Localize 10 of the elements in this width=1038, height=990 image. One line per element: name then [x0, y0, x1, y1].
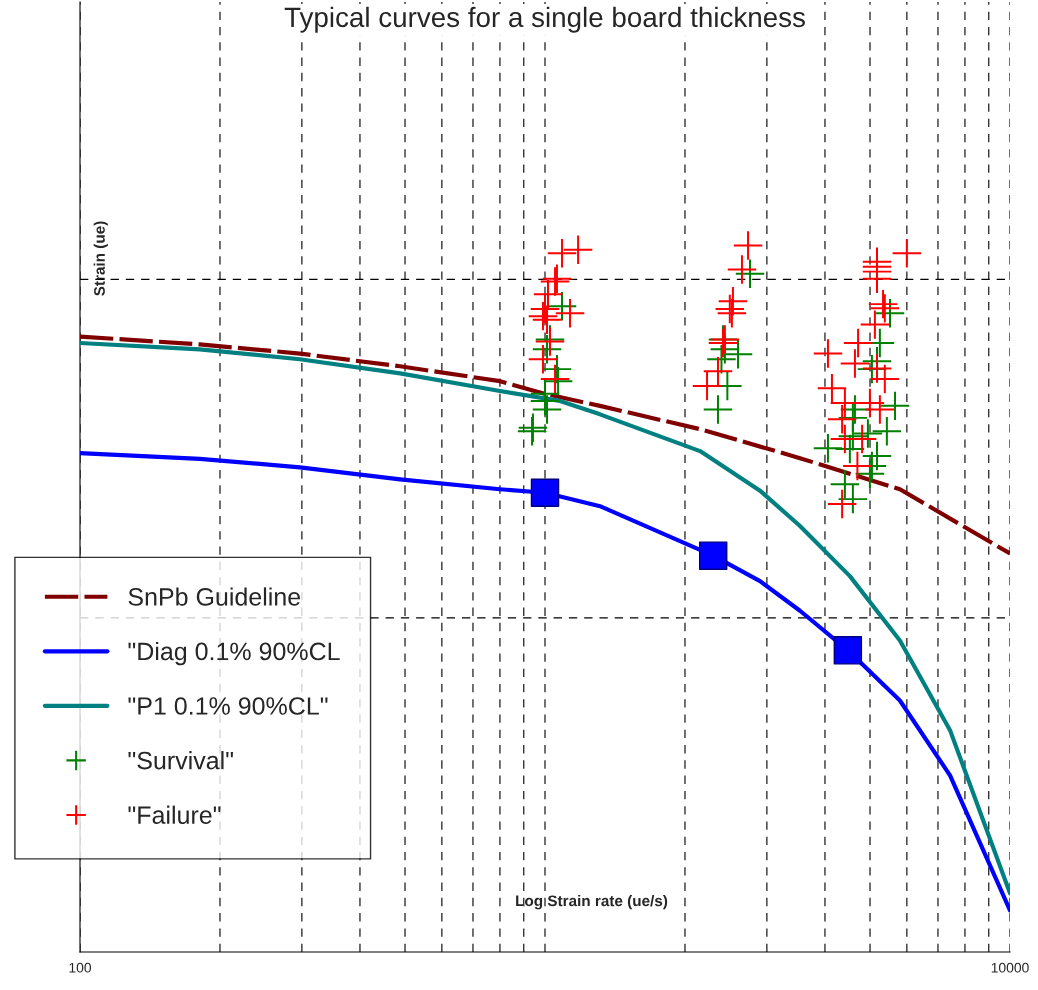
- chart-title: Typical curves for a single board thickness: [284, 6, 805, 33]
- legend-label: "P1 0.1% 90%CL": [128, 697, 328, 715]
- y-axis-title: Strain (ue): [93, 221, 108, 296]
- legend-label: "Survival": [128, 751, 233, 770]
- legend-label: "Diag 0.1% 90%CL: [128, 641, 340, 666]
- x-tick-label: 10000: [991, 962, 1029, 973]
- legend-label: "Failure": [128, 805, 221, 824]
- x-axis-title: Log Strain rate (ue/s): [516, 895, 668, 910]
- x-tick-label: 100: [69, 962, 92, 973]
- legend-label: SnPb Guideline: [128, 587, 301, 606]
